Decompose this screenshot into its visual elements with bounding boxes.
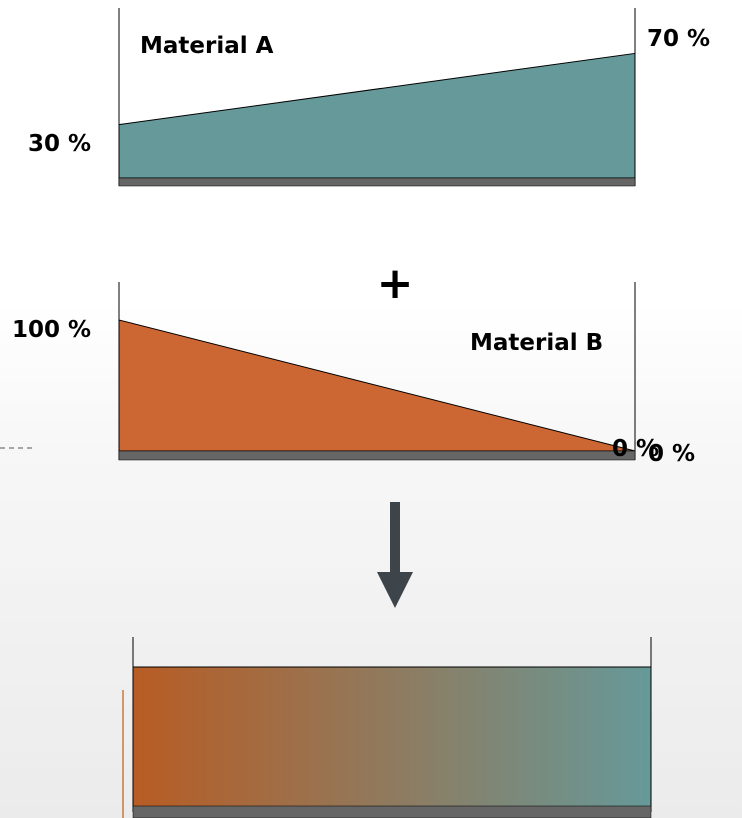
material-a-panel: Material A 30 % 70 % [28, 8, 710, 187]
material-b-start-label: 100 % [12, 317, 91, 343]
material-a-end-label: 70 % [647, 26, 710, 52]
result-gradient-bar [132, 666, 652, 808]
material-b-end-label-duplicate: 0 % [648, 441, 695, 467]
material-b-title: Material B [470, 330, 603, 356]
material-b-panel: Material B 100 % 0 % 0 % [12, 282, 695, 467]
plus-operator: + [377, 258, 414, 309]
material-a-base-bar [118, 177, 636, 187]
blended-result-panel [122, 637, 652, 818]
material-a-wedge [118, 52, 636, 179]
down-arrow-icon [377, 502, 413, 608]
material-a-start-label: 30 % [28, 131, 91, 157]
material-b-end-label: 0 % [612, 436, 659, 462]
result-base-bar [132, 805, 652, 818]
material-a-title: Material A [140, 33, 274, 59]
material-b-base-bar [118, 450, 636, 461]
